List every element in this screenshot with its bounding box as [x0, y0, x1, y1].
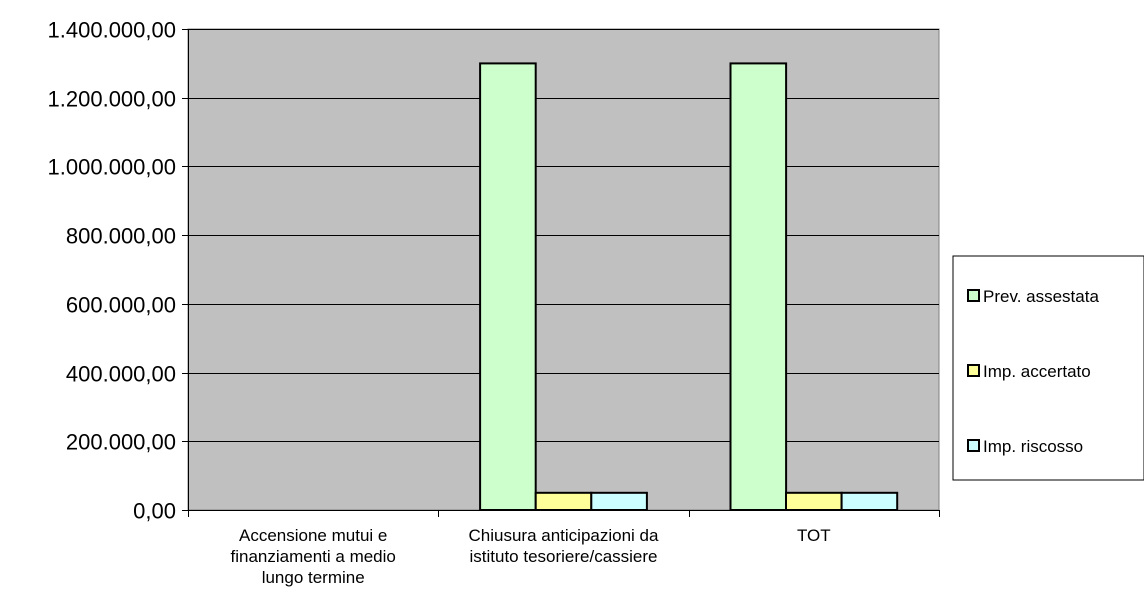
- legend-label: Imp. accertato: [983, 362, 1091, 381]
- y-tick-label: 400.000,00: [66, 362, 176, 387]
- bar-imp-riscosso: [840, 491, 899, 511]
- legend-swatch: [967, 289, 980, 302]
- bar-prev-assestata: [479, 62, 537, 512]
- y-tick-label: 0,00: [133, 499, 176, 524]
- y-tick-label: 200.000,00: [66, 430, 176, 455]
- x-tick-label: lungo termine: [262, 568, 365, 587]
- y-tick-label: 1.200.000,00: [48, 87, 176, 112]
- legend-swatch: [967, 439, 980, 452]
- plot-area: [187, 28, 940, 511]
- x-tick-label: TOT: [797, 526, 831, 545]
- y-tick-label: 1.400.000,00: [48, 18, 176, 43]
- y-tick-label: 600.000,00: [66, 293, 176, 318]
- x-tick-label: Chiusura anticipazioni da: [469, 526, 659, 545]
- y-tick-labels: 0,00 200.000,00 400.000,00 600.000,00 800.00…: [48, 18, 176, 524]
- legend-label: Imp. riscosso: [983, 437, 1083, 456]
- x-tick-labels: Accensione mutui e finanziamenti a medio l…: [231, 526, 831, 587]
- x-tick-label: Accensione mutui e: [239, 526, 387, 545]
- bar-imp-riscosso: [590, 491, 648, 511]
- x-tick-label: finanziamenti a medio: [231, 547, 396, 566]
- legend-box: [952, 255, 1144, 481]
- y-tick-label: 1.000.000,00: [48, 155, 176, 180]
- bar-prev-assestata: [729, 62, 788, 512]
- legend-label: Prev. assestata: [983, 287, 1099, 306]
- gridlines: [188, 29, 939, 442]
- legend-swatch: [967, 364, 980, 377]
- x-tick-label: istituto tesoriere/cassiere: [469, 547, 657, 566]
- y-tick-label: 800.000,00: [66, 224, 176, 249]
- legend: Prev. assestata Imp. accertato Imp. riscos…: [952, 255, 1144, 481]
- bar-imp-accertato: [785, 491, 843, 511]
- axes: [182, 29, 940, 517]
- bar-imp-accertato: [534, 491, 593, 511]
